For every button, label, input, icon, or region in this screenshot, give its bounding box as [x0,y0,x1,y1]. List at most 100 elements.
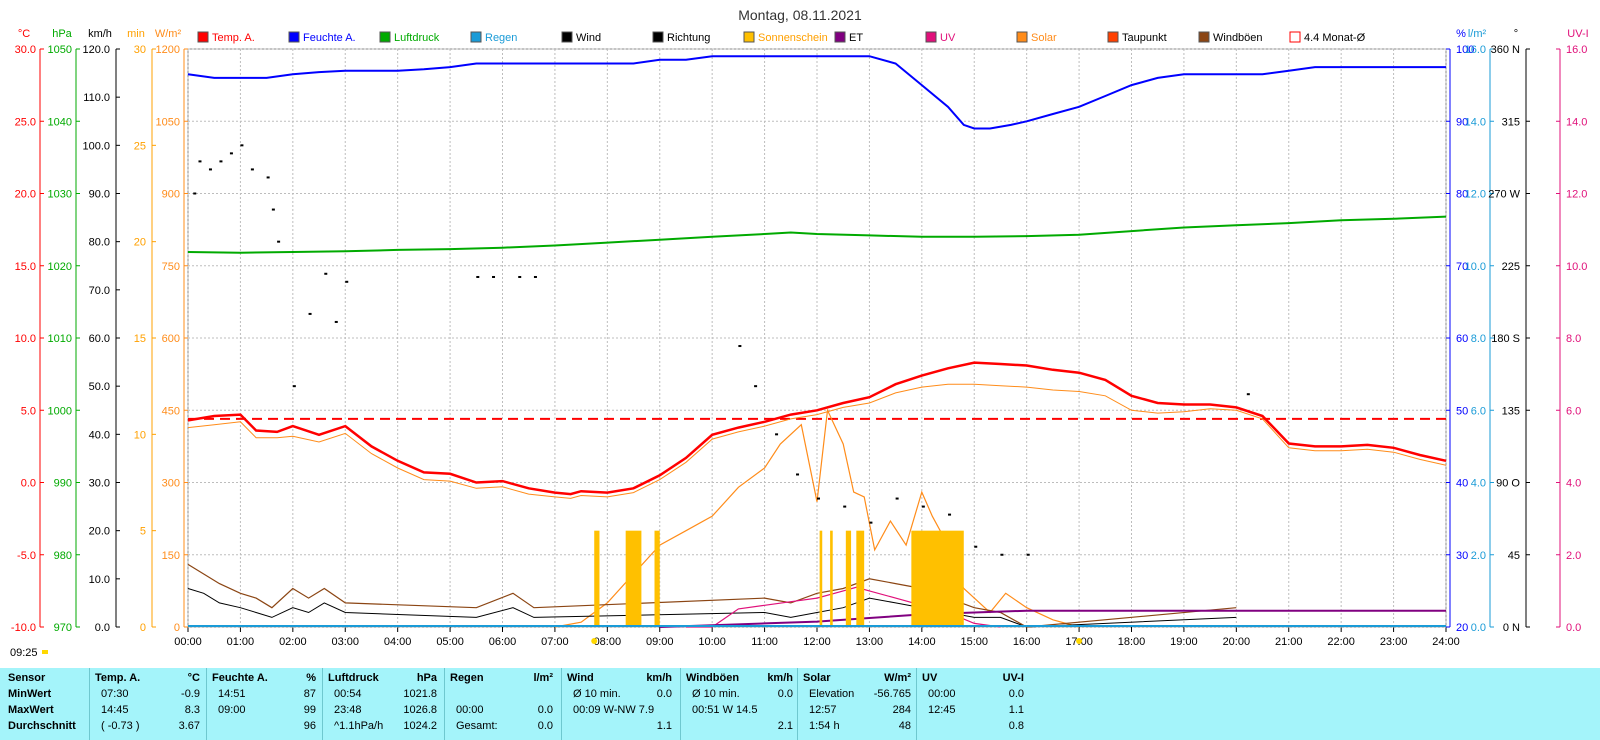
axis-label-rain: 16.0 [1465,44,1486,56]
table-cell-value: 0.0 [537,704,553,716]
axis-label-humidity: 80 [1456,189,1468,201]
direction-point [518,275,522,278]
table-cell-value: 99 [303,704,316,716]
axis-unit-direction: ° [1514,28,1518,40]
direction-point [1026,553,1030,556]
table-cell: 14:45 [101,704,129,716]
axis-label-humidity: 40 [1456,478,1468,490]
x-tick-label: 00:00 [174,636,202,648]
series-temp-a- [187,361,1447,496]
axis-label-wind: 30.0 [89,478,110,490]
axis-label-uv: 0.0 [1566,622,1581,634]
table-row-label: Durchschnitt [8,720,76,732]
x-tick-label: 24:00 [1432,636,1460,648]
axis-label-solar: 900 [162,189,180,201]
direction-point [198,160,202,163]
direction-point [193,192,197,195]
direction-point [921,505,925,508]
table-cell: 23:48 [334,704,362,716]
table-cell: 00:54 [334,688,362,700]
direction-point [292,385,296,388]
axis-label-rain: 8.0 [1471,333,1486,345]
direction-point [738,345,742,348]
axis-label-direction: 270 W [1488,189,1520,201]
axis-unit-uv: UV-I [1567,28,1588,40]
axis-label-temp: 30.0 [15,44,36,56]
axis-label-humidity: 100 [1456,44,1474,56]
axis-label-wind: 90.0 [89,189,110,201]
table-cell: Ø 10 min. [692,688,740,700]
axis-label-direction: 0 N [1503,622,1520,634]
table-divider [680,668,681,740]
axis-label-wind: 100.0 [82,140,110,152]
direction-point [492,275,496,278]
axis-label-minutes: 15 [134,333,146,345]
legend-swatch [470,31,482,43]
axis-label-wind: 110.0 [83,92,110,104]
table-divider [561,668,562,740]
table-cell-value: 0.8 [1008,720,1024,732]
axis-label-solar: 150 [162,550,180,562]
legend-swatch [743,31,755,43]
axis-label-humidity: 60 [1456,333,1468,345]
legend-swatch [925,31,937,43]
axis-label-uv: 4.0 [1566,478,1581,490]
axis-label-humidity: 50 [1456,405,1468,417]
axis-unit-temp: °C [18,28,30,40]
sunshine-bar [911,530,964,627]
legend-label: Luftdruck [394,32,440,44]
direction-point [308,312,312,315]
table-cell: 12:57 [809,704,837,716]
table-cell: Ø 10 min. [573,688,621,700]
table-header-unit: % [306,672,316,684]
axis-label-pressure: 1050 [48,44,72,56]
direction-point [240,144,244,147]
table-cell-value: 2.1 [777,720,793,732]
table-header-unit: W/m² [884,672,911,684]
table-row-label: MinWert [8,688,52,700]
sunshine-bar [830,530,833,627]
legend-label: Feuchte A. [303,32,356,44]
x-tick-label: 10:00 [698,636,726,648]
axis-unit-wind: km/h [88,28,112,40]
axis-label-pressure: 1040 [48,116,72,128]
axis-label-rain: 4.0 [1471,478,1486,490]
table-header: Regen [450,672,484,684]
series-luftdruck [187,215,1447,254]
x-tick-label: 02:00 [279,636,307,648]
table-cell-value: 1026.8 [403,704,437,716]
legend-swatch [1289,31,1301,43]
table-header: Sensor [8,672,46,684]
axis-label-pressure: 990 [54,478,72,490]
axis-unit-humidity: % [1456,28,1466,40]
sunshine-bar [654,530,660,627]
axis-label-pressure: 1020 [48,261,72,273]
table-cell: 1:54 h [809,720,840,732]
axis-label-minutes: 0 [140,622,146,634]
legend-swatch [652,31,664,43]
x-tick-label: 22:00 [1327,636,1355,648]
table-header: Solar [803,672,831,684]
table-divider [444,668,445,740]
axis-label-direction: 90 O [1496,478,1520,490]
table-cell: Gesamt: [456,720,498,732]
table-header-unit: km/h [646,672,672,684]
table-header: Windböen [686,672,740,684]
axis-label-humidity: 20 [1456,622,1468,634]
direction-point [869,521,873,524]
series-et [659,609,1446,628]
axis-label-wind: 70.0 [89,285,110,297]
sunset-icon [1076,638,1083,644]
direction-point [208,168,212,171]
legend-label: Regen [485,32,517,44]
x-tick-label: 20:00 [1223,636,1251,648]
series-solar [554,408,1080,628]
legend-label: Richtung [667,32,710,44]
table-header-unit: UV-I [1002,672,1024,684]
axis-label-wind: 50.0 [89,381,110,393]
x-tick-label: 09:00 [646,636,674,648]
direction-point [250,168,254,171]
axis-label-temp: -5.0 [17,550,36,562]
table-header-unit: km/h [767,672,793,684]
axis-label-pressure: 1000 [48,405,72,417]
